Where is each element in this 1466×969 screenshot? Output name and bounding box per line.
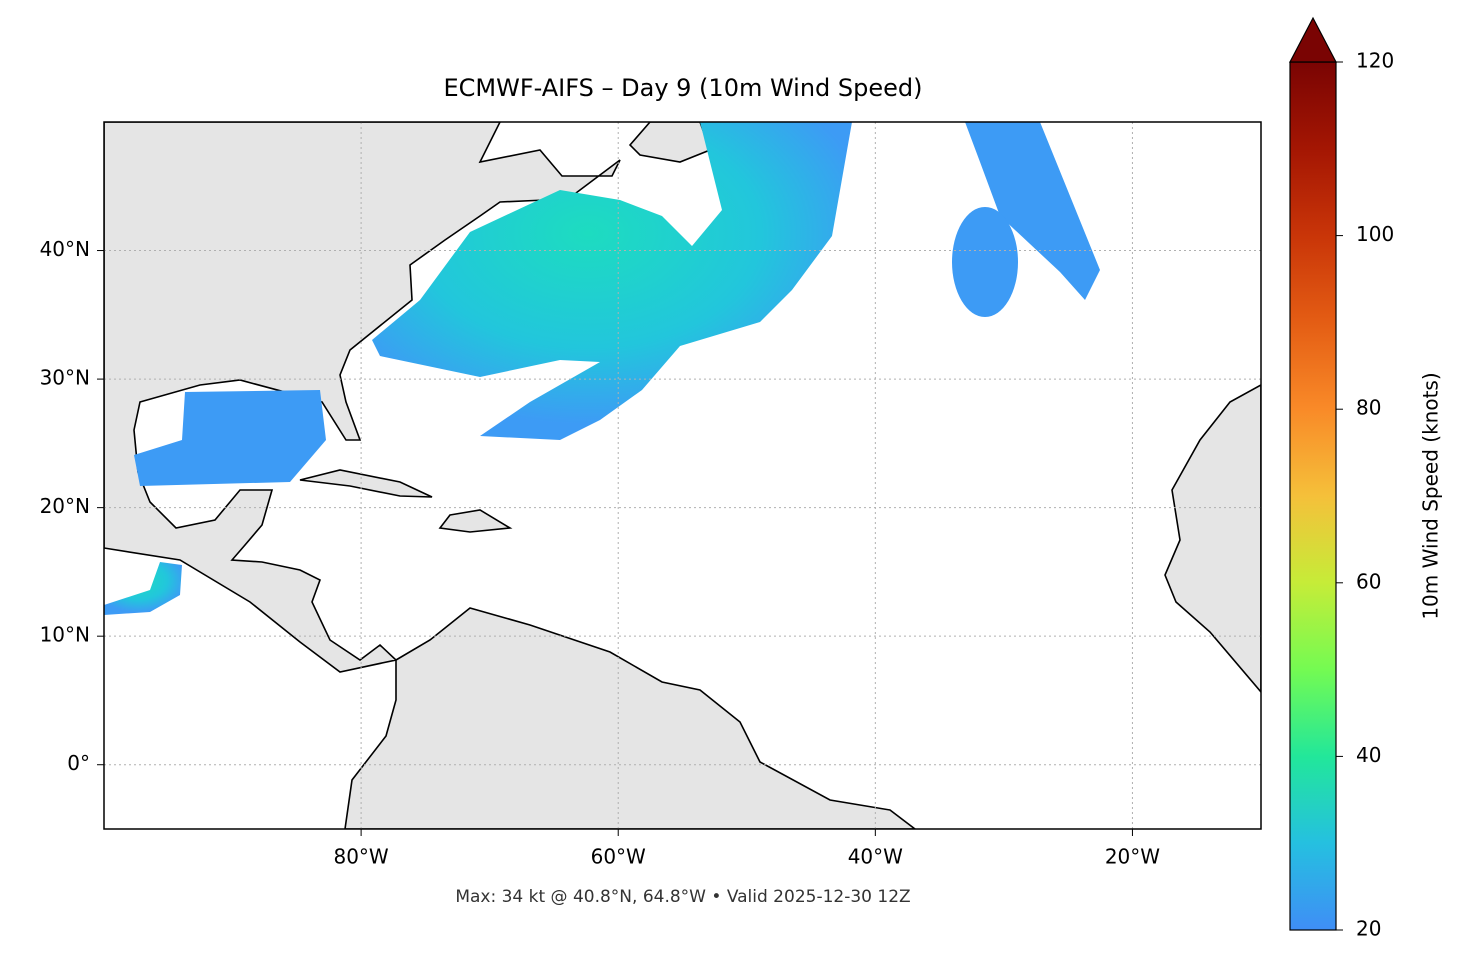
hispaniola xyxy=(438,509,513,533)
map-area xyxy=(104,122,1261,829)
y-tick-label: 30°N xyxy=(40,366,90,390)
x-tick-label: 60°W xyxy=(591,845,646,869)
colorbar-tick-label: 80 xyxy=(1356,396,1381,420)
colorbar-extend xyxy=(1289,16,1337,63)
x-tick-label: 40°W xyxy=(848,845,903,869)
colorbar xyxy=(1289,61,1337,931)
africa xyxy=(1164,384,1261,694)
colorbar-label: 10m Wind Speed (knots) xyxy=(1419,372,1443,619)
colorbar-tick-label: 100 xyxy=(1356,222,1394,246)
wind-east-2 xyxy=(952,207,1018,317)
footnote: Max: 34 kt @ 40.8°N, 64.8°W • Valid 2025… xyxy=(455,887,910,907)
south-america xyxy=(344,607,917,829)
wind-gulf xyxy=(134,390,326,486)
y-tick-label: 0° xyxy=(67,751,90,775)
newfoundland xyxy=(628,122,712,163)
x-tick-label: 80°W xyxy=(333,845,388,869)
colorbar-tick-label: 20 xyxy=(1356,917,1381,941)
colorbar-tick-label: 120 xyxy=(1356,49,1394,73)
colorbar-tick-label: 60 xyxy=(1356,569,1381,593)
y-tick-label: 40°N xyxy=(40,237,90,261)
wind-atlantic xyxy=(372,122,852,440)
map-frame xyxy=(103,121,1262,830)
wind-pacific xyxy=(104,562,182,615)
map-title: ECMWF-AIFS – Day 9 (10m Wind Speed) xyxy=(443,74,922,102)
cuba xyxy=(299,469,433,498)
y-tick-label: 10°N xyxy=(40,623,90,647)
wind-east xyxy=(965,122,1100,300)
x-tick-label: 20°W xyxy=(1105,845,1160,869)
y-tick-label: 20°N xyxy=(40,494,90,518)
colorbar-tick-label: 40 xyxy=(1356,743,1381,767)
